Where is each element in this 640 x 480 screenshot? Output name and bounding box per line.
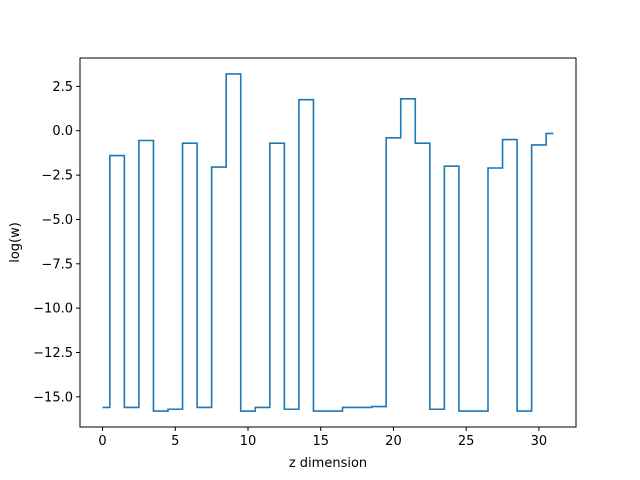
x-tick-label: 30 [531,434,548,449]
x-tick-label: 0 [98,434,106,449]
y-tick-label: −15.0 [33,390,73,405]
plot-background [80,58,576,427]
x-tick-label: 25 [458,434,475,449]
y-tick-label: −5.0 [41,213,73,228]
y-tick-label: −12.5 [33,346,73,361]
x-tick-label: 5 [171,434,179,449]
x-tick-label: 10 [240,434,257,449]
series-layer [102,73,554,412]
plot-frame [79,57,577,428]
y-axis-label: log(w) [8,222,23,263]
y-tick-label: 0.0 [52,124,73,139]
x-axis-label: z dimension [289,456,367,471]
x-tick-label: 20 [385,434,402,449]
series-line [102,73,554,412]
x-axis-ticks: 0 5 10 15 20 25 30 [98,427,547,449]
y-axis-ticks: −15.0 −12.5 −10.0 −7.5 −5.0 −2.5 0.0 2.5 [33,80,80,405]
y-tick-label: −7.5 [41,257,73,272]
y-tick-label: −2.5 [41,169,73,184]
x-tick-label: 15 [312,434,329,449]
y-tick-label: 2.5 [52,80,73,95]
y-tick-label: −10.0 [33,302,73,317]
